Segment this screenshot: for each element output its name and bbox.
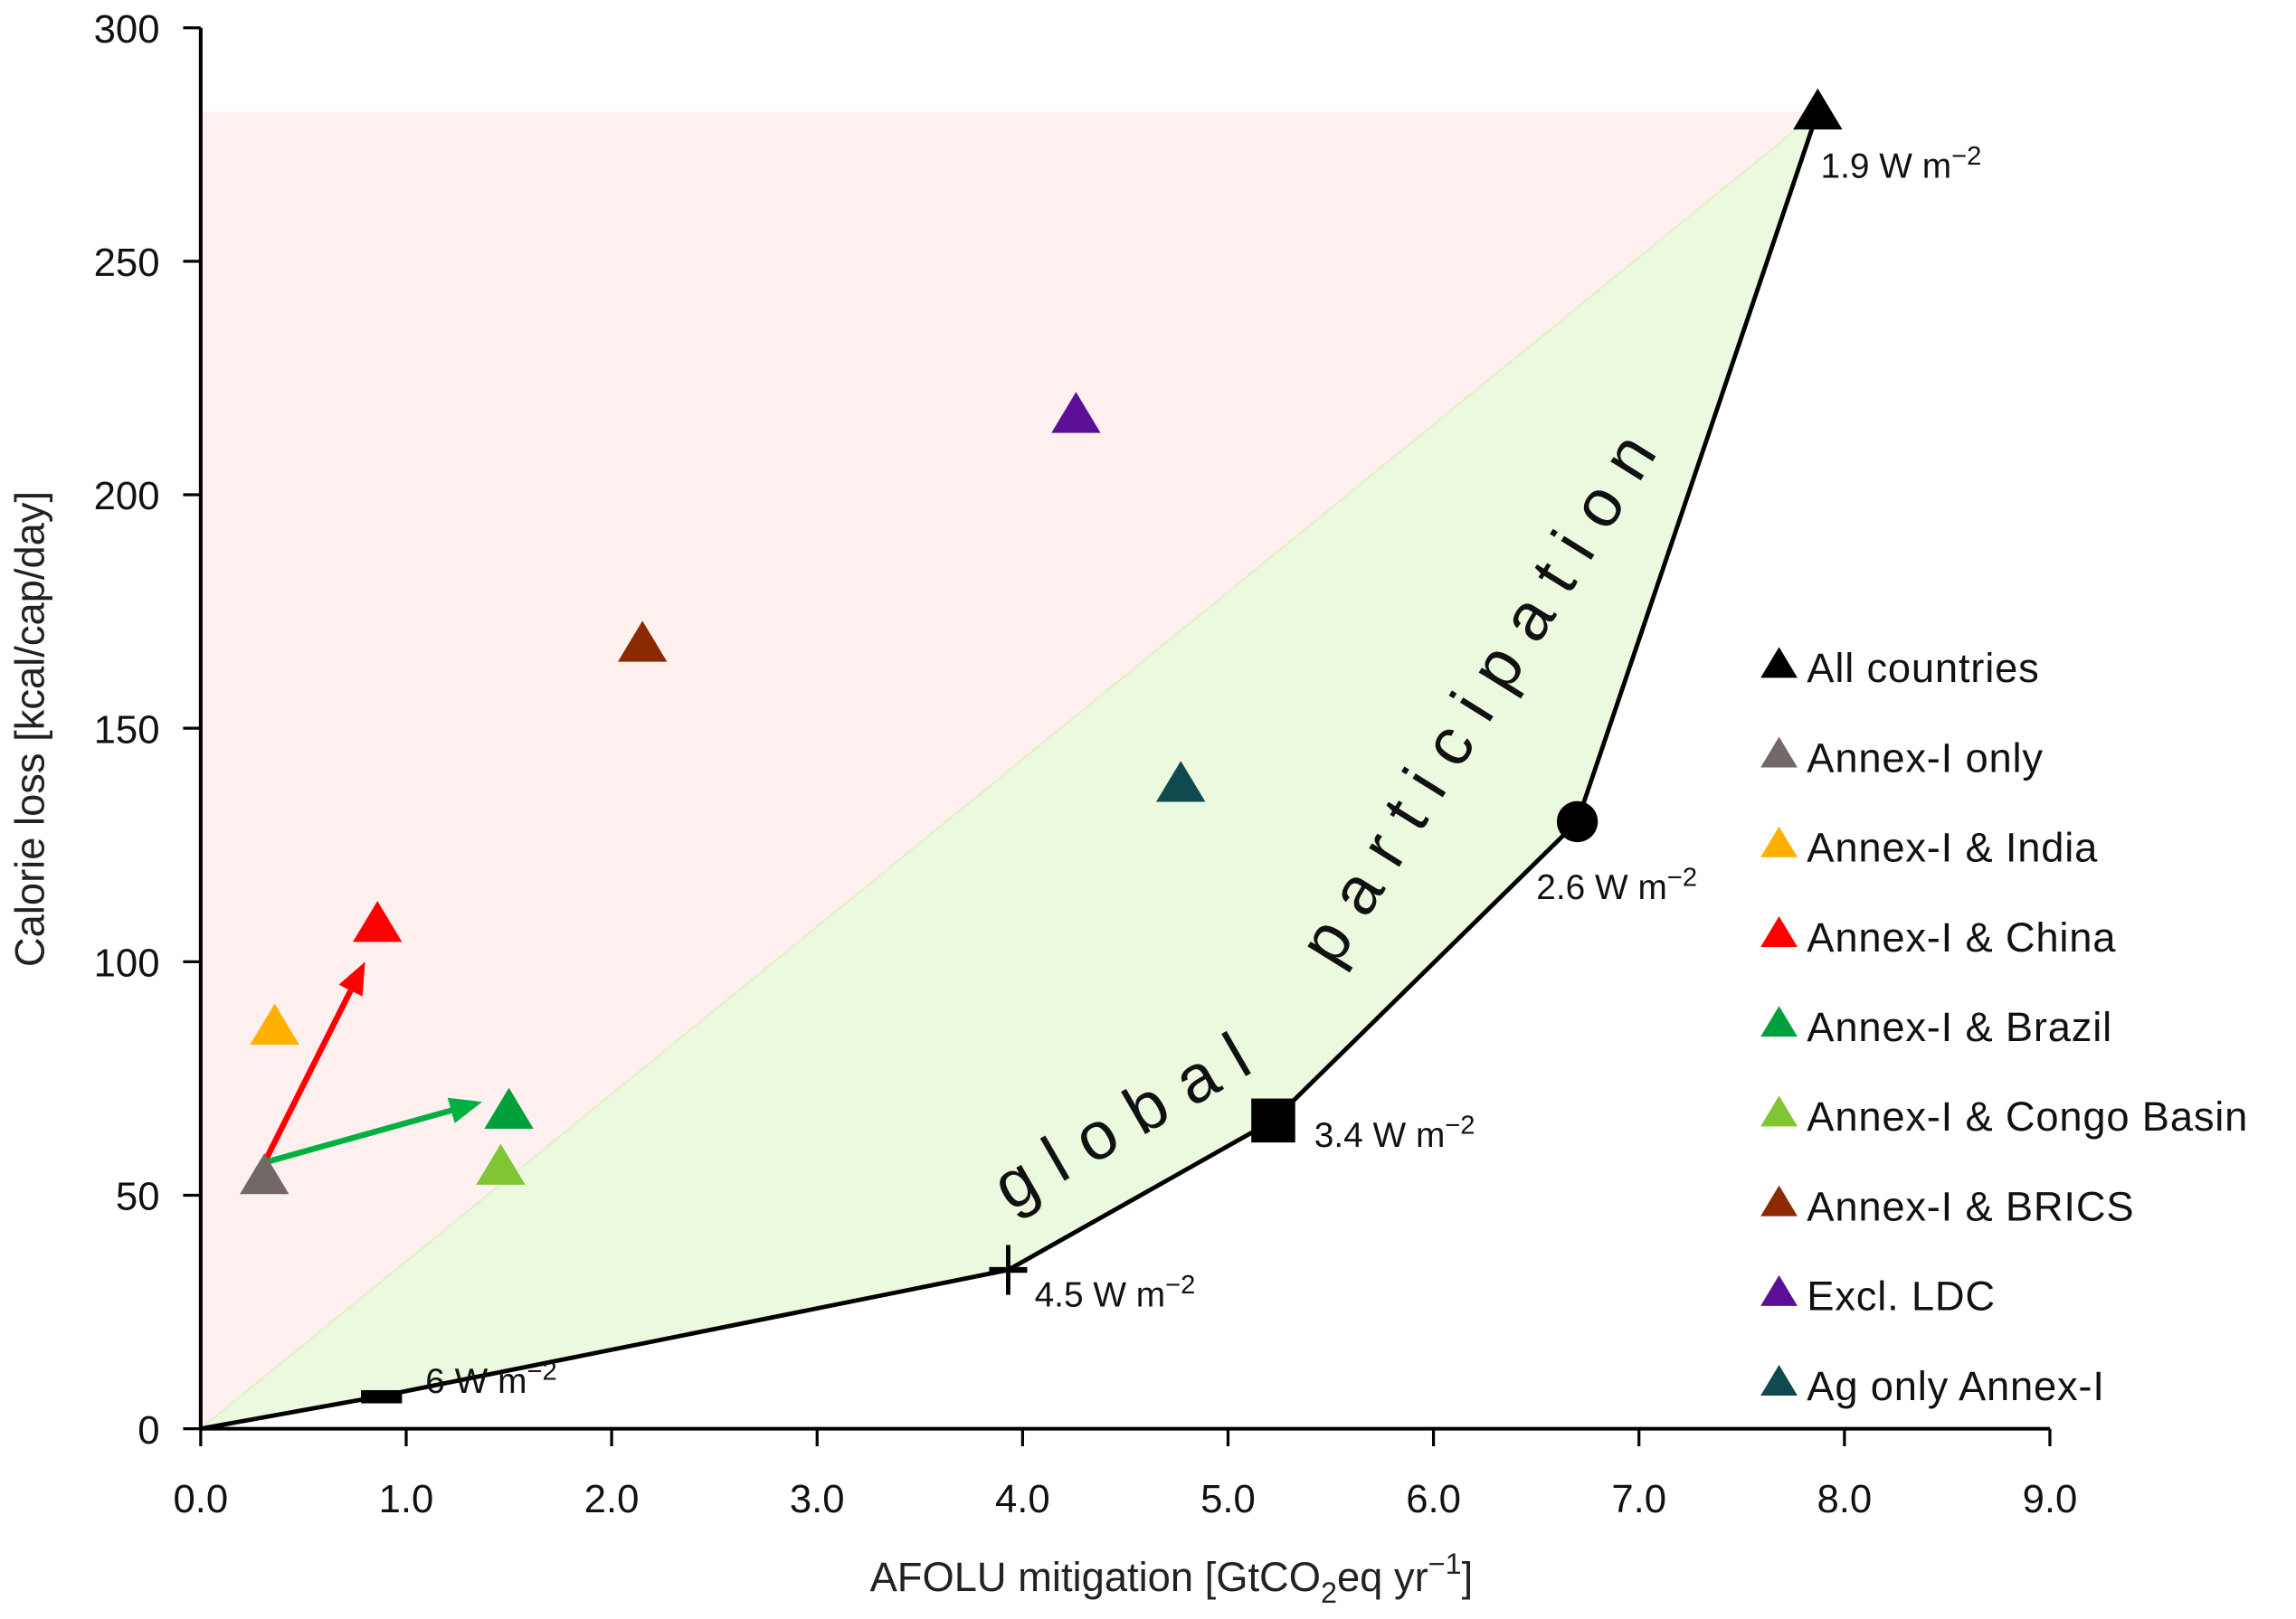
x-tick-label: 7.0	[1611, 1477, 1666, 1521]
point-annex-i-brazil	[484, 1087, 534, 1129]
point-annex-i-congo-basin	[476, 1143, 526, 1185]
point-annex-i-brics	[617, 620, 668, 662]
arrow-shaft	[263, 1107, 452, 1166]
legend-marker	[1760, 915, 1798, 947]
legend-marker	[1760, 1095, 1798, 1127]
legend-marker	[1760, 1185, 1798, 1217]
x-tick-label: 5.0	[1200, 1477, 1256, 1521]
arrow-head	[447, 1097, 483, 1123]
y-tick-label: 150	[94, 707, 160, 752]
frontier-line	[200, 110, 1820, 1431]
legend-marker	[1760, 736, 1798, 768]
point-annex-i-china	[353, 901, 403, 942]
frontier-marker-square	[1251, 1098, 1295, 1143]
y-tick-label: 0	[138, 1408, 159, 1453]
x-axis-title: AFOLU mitigation [GtCO2eq yr−1]	[870, 1548, 1474, 1609]
y-tick-label: 250	[94, 241, 160, 285]
frontier-marker-circle	[1556, 800, 1599, 843]
frontier-label: 1.9 W m−2	[1821, 142, 1982, 186]
x-tick-label: 0.0	[173, 1477, 228, 1521]
legend-label: Excl. LDC	[1807, 1273, 1996, 1320]
y-tick-label: 300	[94, 7, 160, 52]
point-all-countries	[1793, 88, 1843, 130]
legend-label: Annex-I & Congo Basin	[1807, 1094, 2248, 1140]
legend: All countries Annex-I only Annex-I & India…	[1760, 645, 2248, 1409]
y-tick-label: 200	[94, 474, 160, 518]
legend-label: Annex-I & BRICS	[1807, 1183, 2134, 1229]
y-tick-label: 100	[94, 942, 160, 986]
legend-marker	[1760, 826, 1798, 857]
x-tick-label: 2.0	[584, 1477, 640, 1521]
x-tick-label: 3.0	[790, 1477, 845, 1521]
data-points	[240, 88, 1843, 1195]
point-annex-i-india	[250, 1003, 299, 1046]
y-axis-title: Calorie loss [kcal/cap/day]	[7, 491, 53, 967]
diagonal-line	[200, 110, 1819, 1430]
legend-marker	[1760, 1365, 1798, 1397]
frontier-label: 2.6 W m−2	[1536, 864, 1697, 908]
frontier-label: 6 W m−2	[425, 1358, 556, 1402]
x-tick-label: 6.0	[1406, 1477, 1461, 1521]
x-tick-label: 9.0	[2023, 1477, 2078, 1521]
point-annex-i-only	[240, 1152, 289, 1195]
legend-label: Annex-I & India	[1807, 825, 2098, 871]
x-tick-label: 4.0	[995, 1477, 1050, 1521]
x-tick-label: 8.0	[1817, 1477, 1872, 1521]
legend-label: Annex-I & Brazil	[1807, 1004, 2112, 1050]
frontier-marker-dash	[361, 1389, 403, 1404]
legend-marker	[1760, 1274, 1798, 1306]
legend-label: Annex-I only	[1807, 734, 2043, 781]
shaded-regions	[200, 110, 1819, 1430]
point-excl-ldc	[1051, 392, 1101, 433]
arrow-head	[338, 961, 365, 997]
frontier: 6 W m−2 4.5 W m−2 3.4 W m−2 2.6 W m−2 1.9 W …	[200, 110, 1982, 1431]
legend-marker	[1760, 647, 1798, 678]
frontier-label: 3.4 W m−2	[1314, 1111, 1475, 1155]
legend-marker	[1760, 1006, 1798, 1037]
y-tick-label: 50	[116, 1175, 160, 1219]
axes: 0.0 1.0 2.0 3.0 4.0 5.0 6.0 7.0 8.0 9.0 0 50 100 150 2…	[94, 7, 2078, 1521]
legend-label: All countries	[1807, 645, 2039, 691]
frontier-label: 4.5 W m−2	[1035, 1271, 1196, 1315]
arrows	[261, 961, 483, 1166]
x-tick-label: 1.0	[379, 1477, 434, 1521]
legend-label: Ag only Annex-I	[1807, 1363, 2104, 1409]
point-ag-only-annex-i	[1156, 761, 1206, 802]
arrow-shaft	[261, 989, 354, 1164]
legend-label: Annex-I & China	[1807, 914, 2116, 961]
